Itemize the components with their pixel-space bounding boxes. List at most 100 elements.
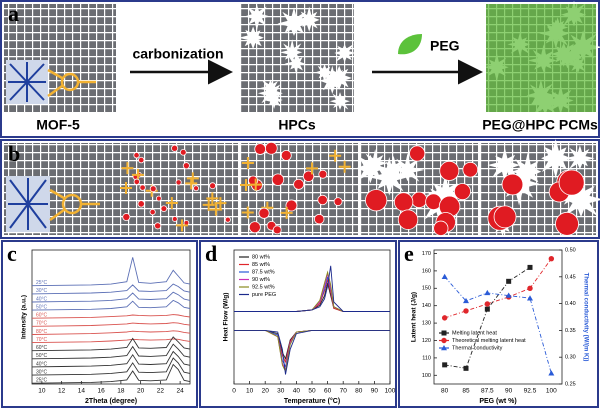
marker (505, 292, 512, 298)
legend-label: 87.5 wt% (252, 269, 275, 275)
carbon-particle (393, 192, 414, 212)
y2-axis-label: Thermal conductivity (W/(m K)) (582, 273, 588, 362)
x-tick-label: 80 (441, 388, 449, 395)
hpc-pores (238, 4, 356, 110)
marker (463, 308, 469, 314)
y-axis-label: Latent heat (J/g) (411, 292, 418, 342)
mof-zoom (47, 68, 96, 98)
carbon-particle (493, 205, 517, 229)
mof-zoom (61, 193, 83, 215)
carbon-particle (318, 169, 328, 179)
marker (441, 345, 447, 351)
series-label: 25°C (36, 280, 48, 286)
legend-label: Thermal conductivity (452, 345, 503, 351)
x-tick-label: 50 (308, 388, 316, 395)
mof-zoom (49, 188, 100, 222)
x-tick-label: 87.5 (481, 388, 494, 395)
pore (279, 39, 303, 62)
peg-fill (486, 4, 596, 112)
series-line (31, 257, 191, 287)
carbon-particle (248, 221, 261, 234)
carbon-particle (314, 213, 325, 225)
x-tick-label: 20 (262, 388, 270, 395)
carbon-particle (411, 191, 428, 209)
series-label: 70°C (36, 337, 48, 343)
x-tick-label: 14 (78, 388, 86, 395)
series-line (31, 343, 191, 360)
carbon-particle (224, 216, 231, 223)
pore (564, 178, 600, 218)
series-line (31, 330, 191, 335)
series-line (31, 357, 191, 376)
series-line (31, 350, 191, 368)
pore (565, 145, 595, 170)
carbon-particle (439, 160, 460, 181)
x-axis-label: 2Theta (degree) (85, 398, 137, 405)
linker (241, 206, 254, 219)
cooling-line (234, 329, 390, 375)
y2-tick-label: 0.35 (565, 328, 576, 334)
marker (441, 273, 448, 279)
item-label: HPCs (278, 117, 316, 133)
panel-frame (199, 240, 397, 408)
marker (441, 337, 447, 344)
series-label: 30°C (36, 288, 48, 294)
carbon-particle (333, 197, 343, 207)
x-tick-label: 10 (246, 388, 254, 395)
pore (258, 79, 279, 97)
linker (185, 177, 198, 190)
carbon-particle (175, 179, 182, 186)
marker (484, 289, 491, 296)
pore (541, 139, 572, 179)
carbon-particle (293, 178, 305, 190)
x-tick-label: 90 (371, 388, 379, 395)
series-line (31, 336, 191, 352)
y-axis-label: Intensity (a.u.) (21, 295, 28, 339)
linker (206, 192, 219, 205)
carbon-particle (501, 173, 524, 196)
panel-frame (398, 240, 599, 408)
arrow-label: carbonization (132, 46, 223, 62)
panel-label: a (8, 1, 19, 26)
marker (527, 295, 533, 301)
x-tick-label: 90 (505, 388, 513, 395)
series-label: 40°C (36, 296, 48, 302)
series-label: 40°C (36, 361, 48, 367)
x-tick-label: 92.5 (524, 388, 537, 395)
series-line (234, 265, 390, 312)
y-tick-label: 100 (422, 373, 431, 379)
x-tick-label: 80 (355, 388, 363, 395)
carbon-particle (409, 145, 426, 162)
series-line (31, 322, 191, 327)
carbon-particle (179, 148, 187, 156)
carbon-particle (264, 141, 278, 155)
series-label: 30°C (36, 369, 48, 375)
pore (511, 152, 542, 192)
marker (484, 301, 491, 307)
x-tick-label: 100 (385, 388, 396, 395)
panel-label: c (7, 241, 17, 266)
y-tick-label: 150 (422, 286, 431, 292)
linker (202, 198, 215, 211)
panel-frame (1, 240, 198, 408)
series-label: 80°C (36, 329, 48, 335)
carbon-particle (155, 195, 162, 202)
legend-label: pure PEG (252, 292, 276, 298)
legend-label: Melting latent heat (452, 330, 497, 336)
legend-label: 80 wt% (252, 254, 270, 260)
pore (381, 155, 405, 182)
carbon-particle (133, 152, 140, 159)
series-line (31, 338, 191, 344)
carbon-particle (137, 200, 145, 208)
carbon-particle (254, 143, 267, 155)
y2-tick-label: 0.25 (565, 381, 576, 387)
pore (295, 6, 320, 32)
series-line (31, 314, 191, 319)
y-tick-label: 110 (422, 355, 431, 361)
pore (284, 53, 305, 74)
x-tick-label: 40 (293, 388, 301, 395)
pore (356, 154, 388, 184)
x-tick-label: 60 (324, 388, 332, 395)
x-tick-label: 12 (58, 388, 66, 395)
linker (214, 197, 227, 210)
